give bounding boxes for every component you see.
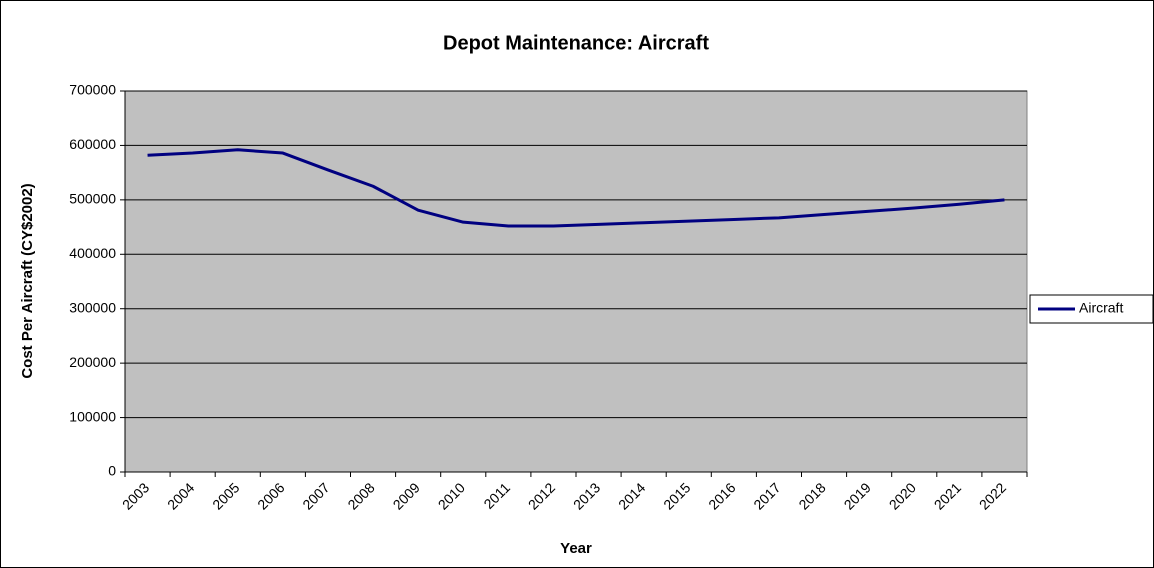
legend-label: Aircraft	[1079, 300, 1123, 316]
plot-area	[124, 90, 1028, 473]
y-tick-label: 0	[108, 463, 116, 479]
y-tick-label: 100000	[69, 408, 116, 424]
y-tick-label: 200000	[69, 354, 116, 370]
y-tick-label: 500000	[69, 191, 116, 207]
line-series	[147, 148, 1005, 228]
y-tick-label: 400000	[69, 245, 116, 261]
y-axis-title: Cost Per Aircraft (CY$2002)	[19, 183, 36, 378]
y-tick-label: 300000	[69, 299, 116, 315]
x-axis-title: Year	[560, 540, 592, 557]
chart-title: Depot Maintenance: Aircraft	[443, 32, 709, 54]
y-tick-label: 600000	[69, 136, 116, 152]
y-tick-label: 700000	[69, 82, 116, 98]
